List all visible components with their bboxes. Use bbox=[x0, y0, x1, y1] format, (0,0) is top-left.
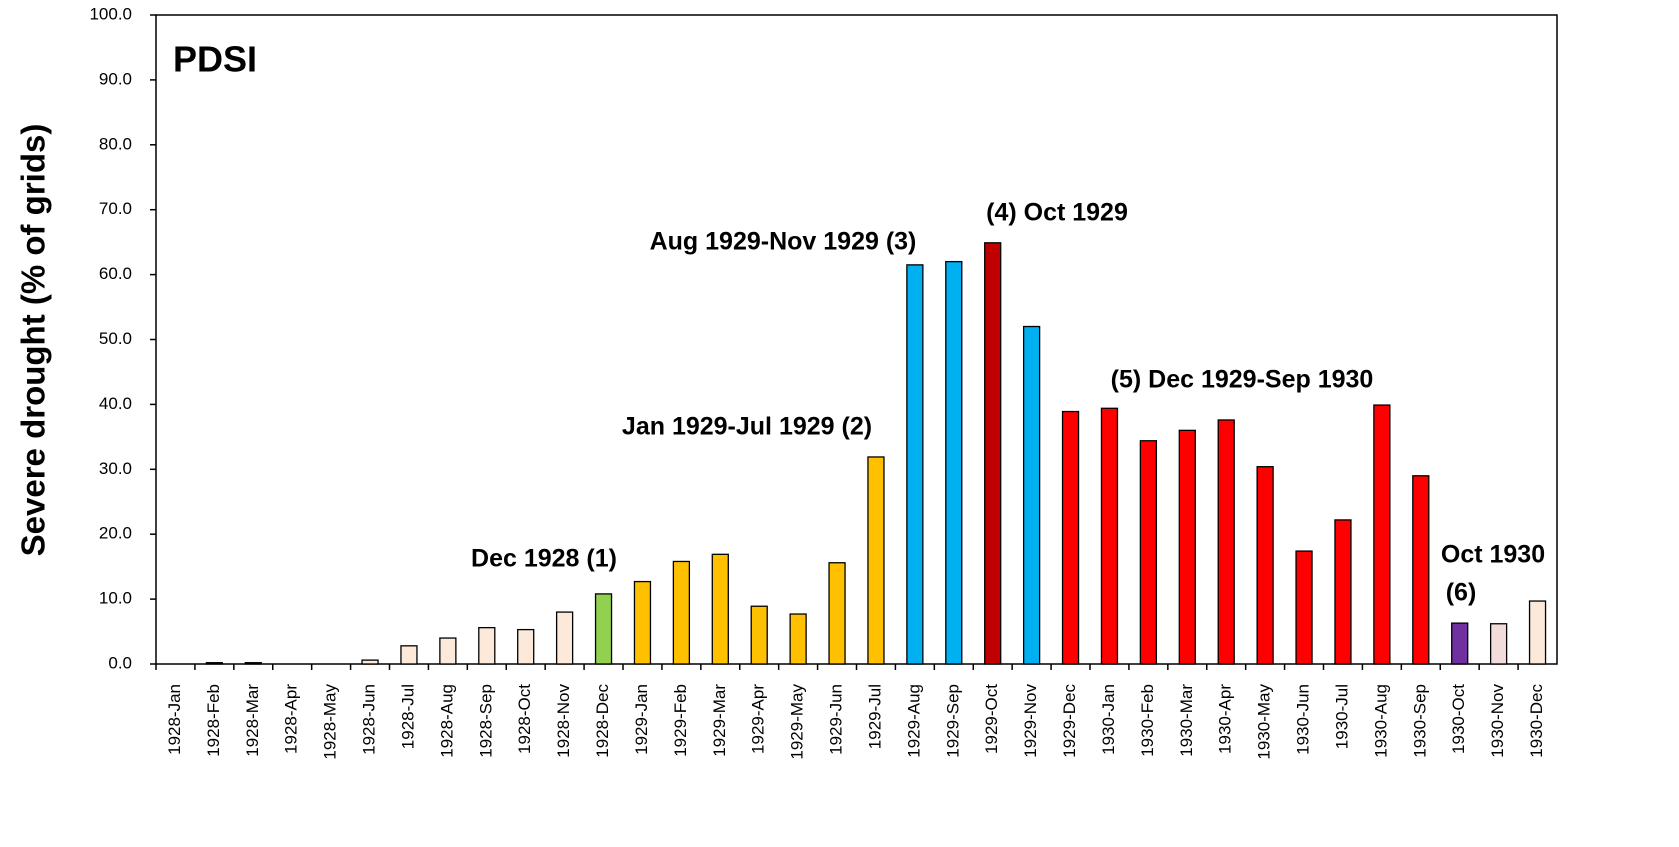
x-tick-label: 1930-Apr bbox=[1216, 684, 1235, 754]
x-tick-label: 1929-Nov bbox=[1021, 684, 1040, 758]
x-tick-label: 1929-Jun bbox=[827, 684, 846, 755]
annotation: (4) Oct 1929 bbox=[986, 199, 1128, 227]
x-tick-label: 1930-Feb bbox=[1138, 684, 1157, 757]
y-tick-label: 10.0 bbox=[99, 589, 132, 608]
bar bbox=[205, 662, 224, 665]
x-tick-label: 1928-Sep bbox=[476, 684, 495, 758]
annotation: Aug 1929-Nov 1929 (3) bbox=[650, 228, 917, 256]
x-tick-label: 1930-Aug bbox=[1371, 684, 1390, 758]
y-tick-label: 80.0 bbox=[99, 134, 132, 153]
bar bbox=[244, 662, 262, 665]
bar bbox=[1373, 404, 1391, 665]
bar bbox=[1528, 600, 1547, 665]
x-tick-label: 1928-Mar bbox=[243, 684, 262, 757]
y-tick-label: 50.0 bbox=[99, 329, 132, 348]
y-tick-label: 20.0 bbox=[99, 524, 132, 543]
bar bbox=[1451, 622, 1469, 665]
y-tick-label: 60.0 bbox=[99, 264, 132, 283]
x-tick-label: 1928-Aug bbox=[437, 684, 456, 758]
y-tick-label: 90.0 bbox=[99, 69, 132, 88]
bar bbox=[828, 562, 846, 665]
x-tick-label: 1930-Mar bbox=[1177, 684, 1196, 757]
annotation: Jan 1929-Jul 1929 (2) bbox=[622, 413, 872, 441]
x-tick-label: 1929-Oct bbox=[982, 684, 1001, 754]
y-tick-label: 70.0 bbox=[99, 199, 132, 218]
x-tick-label: 1929-Jan bbox=[632, 684, 651, 755]
bar bbox=[1061, 410, 1080, 665]
bar bbox=[478, 627, 496, 665]
x-tick-label: 1928-Oct bbox=[515, 684, 534, 754]
bar bbox=[1178, 429, 1196, 665]
bar bbox=[711, 553, 729, 665]
y-tick-label: 100.0 bbox=[89, 4, 132, 23]
bar bbox=[906, 264, 924, 665]
chart-title: PDSI bbox=[173, 39, 257, 80]
x-tick-label: 1928-Jun bbox=[360, 684, 379, 755]
bar bbox=[1100, 407, 1119, 665]
y-tick-label: 30.0 bbox=[99, 459, 132, 478]
bar bbox=[517, 628, 535, 665]
bar bbox=[1412, 475, 1430, 665]
x-tick-label: 1929-Apr bbox=[749, 684, 768, 754]
x-tick-label: 1928-Jul bbox=[398, 684, 417, 749]
x-tick-label: 1929-Jul bbox=[865, 684, 884, 749]
x-tick-label: 1929-Sep bbox=[943, 684, 962, 758]
x-tick-label: 1930-Nov bbox=[1488, 684, 1507, 758]
bar bbox=[1217, 419, 1235, 665]
bar bbox=[633, 580, 652, 665]
bar bbox=[400, 645, 418, 665]
bar bbox=[1295, 550, 1313, 665]
bar bbox=[672, 560, 691, 665]
bar bbox=[984, 242, 1002, 665]
x-tick-label: 1930-Sep bbox=[1410, 684, 1429, 758]
annotation: (6) bbox=[1446, 579, 1477, 607]
bar bbox=[1022, 325, 1041, 665]
x-tick-label: 1929-May bbox=[788, 684, 807, 760]
bar bbox=[750, 605, 768, 665]
bar bbox=[1334, 519, 1352, 665]
y-axis-label: Severe drought (% of grids) bbox=[15, 124, 52, 557]
x-tick-label: 1930-Dec bbox=[1527, 684, 1546, 758]
x-tick-label: 1928-May bbox=[321, 684, 340, 760]
bar bbox=[1256, 466, 1274, 665]
x-tick-label: 1929-Feb bbox=[671, 684, 690, 757]
bar bbox=[439, 637, 457, 665]
x-tick-label: 1930-Jan bbox=[1099, 684, 1118, 755]
x-tick-label: 1929-Aug bbox=[904, 684, 923, 758]
bar bbox=[1139, 440, 1158, 665]
bar bbox=[1489, 623, 1508, 665]
x-tick-label: 1928-Apr bbox=[282, 684, 301, 754]
bar bbox=[361, 659, 379, 665]
x-tick-label: 1930-Oct bbox=[1449, 684, 1468, 754]
bar bbox=[594, 593, 613, 665]
bar bbox=[789, 613, 807, 665]
x-tick-label: 1930-Jul bbox=[1332, 684, 1351, 749]
y-tick-label: 40.0 bbox=[99, 394, 132, 413]
y-tick-label: 0.0 bbox=[108, 653, 132, 672]
x-tick-label: 1928-Nov bbox=[554, 684, 573, 758]
x-tick-label: 1930-Jun bbox=[1294, 684, 1313, 755]
bar bbox=[555, 611, 574, 665]
x-tick-label: 1928-Jan bbox=[165, 684, 184, 755]
bar bbox=[867, 456, 885, 665]
x-tick-label: 1929-Dec bbox=[1060, 684, 1079, 758]
annotation: Dec 1928 (1) bbox=[471, 545, 617, 573]
x-tick-label: 1928-Dec bbox=[593, 684, 612, 758]
x-tick-label: 1929-Mar bbox=[710, 684, 729, 757]
bar bbox=[945, 260, 963, 665]
x-tick-label: 1928-Feb bbox=[204, 684, 223, 757]
annotation: Oct 1930 bbox=[1441, 541, 1545, 569]
x-tick-label: 1930-May bbox=[1255, 684, 1274, 760]
annotation: (5) Dec 1929-Sep 1930 bbox=[1111, 366, 1374, 394]
